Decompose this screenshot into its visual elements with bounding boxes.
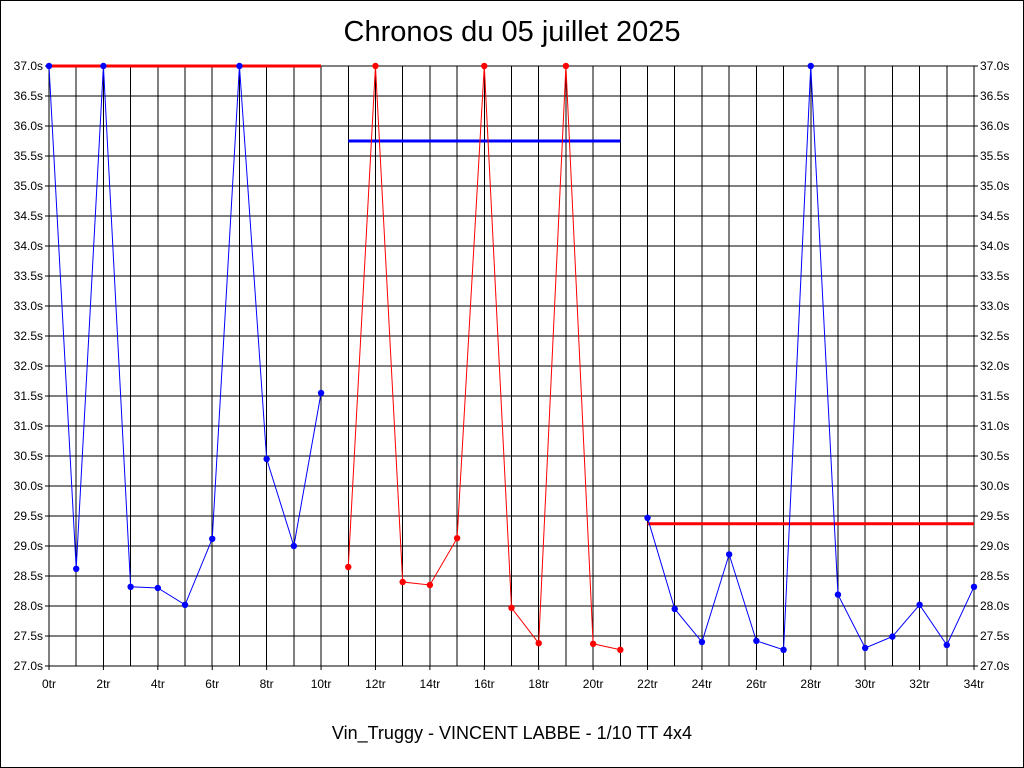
y-tick-label-left: 36.0s: [14, 119, 43, 133]
y-tick-label-left: 34.0s: [14, 239, 43, 253]
data-point: [345, 563, 352, 571]
y-tick-label-right: 31.5s: [980, 389, 1009, 403]
data-point: [181, 601, 189, 608]
y-tick-label-right: 33.0s: [980, 299, 1009, 313]
x-tick-label: 2tr: [96, 677, 110, 691]
data-point: [698, 638, 706, 646]
data-point: [399, 578, 406, 586]
y-tick-label-left: 35.0s: [14, 179, 43, 193]
data-point: [943, 641, 950, 649]
y-tick-label-left: 33.0s: [14, 299, 43, 313]
y-tick-label-left: 33.5s: [14, 269, 43, 283]
data-point: [209, 535, 216, 542]
data-point: [889, 633, 896, 640]
data-point: [290, 542, 298, 550]
data-point: [780, 646, 787, 653]
data-point: [453, 535, 461, 542]
data-point: [753, 637, 760, 644]
y-tick-label-left: 31.0s: [14, 419, 43, 433]
x-tick-label: 24tr: [692, 677, 713, 691]
x-tick-label: 18tr: [528, 677, 549, 691]
chart-footer: Vin_Truggy - VINCENT LABBE - 1/10 TT 4x4: [331, 723, 693, 743]
data-point: [73, 565, 80, 572]
y-tick-label-right: 32.0s: [980, 359, 1009, 373]
data-point: [916, 601, 923, 608]
data-point: [535, 640, 542, 647]
data-point: [671, 605, 678, 613]
x-tick-label: 4tr: [151, 677, 165, 691]
y-tick-label-right: 28.0s: [980, 599, 1009, 613]
y-tick-label-right: 37.0s: [980, 59, 1009, 73]
data-point: [562, 62, 570, 70]
data-point: [861, 644, 869, 652]
y-tick-label-right: 36.5s: [980, 89, 1009, 103]
x-tick-label: 30tr: [855, 677, 876, 691]
y-tick-label-left: 31.5s: [14, 389, 43, 403]
data-point: [481, 62, 488, 70]
x-tick-label: 34tr: [964, 677, 985, 691]
x-tick-label: 22tr: [637, 677, 658, 691]
y-tick-label-left: 32.5s: [14, 329, 43, 343]
y-tick-label-left: 29.0s: [14, 539, 43, 553]
y-tick-label-right: 34.5s: [980, 209, 1009, 223]
x-tick-label: 32tr: [909, 677, 930, 691]
data-point: [236, 62, 243, 70]
y-tick-label-left: 28.0s: [14, 599, 43, 613]
x-tick-label: 14tr: [420, 677, 441, 691]
y-tick-label-right: 29.5s: [980, 509, 1009, 523]
data-point: [372, 62, 379, 70]
x-tick-label: 8tr: [260, 677, 274, 691]
data-point: [834, 591, 842, 598]
data-point: [508, 604, 515, 611]
data-point: [100, 62, 107, 70]
data-point: [127, 583, 134, 590]
y-tick-label-right: 35.5s: [980, 149, 1009, 163]
data-point: [644, 514, 651, 521]
x-tick-label: 12tr: [365, 677, 386, 691]
data-point: [317, 389, 325, 397]
y-tick-label-left: 29.5s: [14, 509, 43, 523]
y-tick-label-right: 30.0s: [980, 479, 1009, 493]
y-tick-label-right: 36.0s: [980, 119, 1009, 133]
y-tick-label-left: 28.5s: [14, 569, 43, 583]
y-tick-label-left: 30.0s: [14, 479, 43, 493]
y-tick-label-left: 36.5s: [14, 89, 43, 103]
y-tick-label-right: 34.0s: [980, 239, 1009, 253]
y-tick-label-right: 35.0s: [980, 179, 1009, 193]
y-tick-label-left: 32.0s: [14, 359, 43, 373]
x-tick-label: 20tr: [583, 677, 604, 691]
data-point: [263, 455, 270, 463]
y-tick-label-right: 31.0s: [980, 419, 1009, 433]
y-tick-label-right: 33.5s: [980, 269, 1009, 283]
y-tick-label-right: 29.0s: [980, 539, 1009, 553]
y-tick-label-right: 27.0s: [980, 659, 1009, 673]
data-point: [589, 640, 597, 647]
y-tick-label-right: 28.5s: [980, 569, 1009, 583]
data-point: [807, 62, 814, 70]
chart-title: Chronos du 05 juillet 2025: [343, 16, 681, 48]
data-point: [725, 551, 733, 558]
x-tick-label: 26tr: [746, 677, 767, 691]
data-point: [154, 584, 162, 592]
y-tick-label-right: 27.5s: [980, 629, 1009, 643]
x-tick-label: 28tr: [800, 677, 821, 691]
y-tick-label-left: 27.5s: [14, 629, 43, 643]
data-point: [617, 646, 624, 653]
data-point: [45, 62, 53, 70]
data-point: [970, 583, 978, 590]
x-tick-label: 6tr: [205, 677, 219, 691]
y-tick-label-left: 35.5s: [14, 149, 43, 163]
x-tick-label: 0tr: [42, 677, 56, 691]
x-tick-label: 16tr: [474, 677, 495, 691]
y-tick-label-right: 32.5s: [980, 329, 1009, 343]
x-tick-label: 10tr: [311, 677, 332, 691]
y-tick-label-left: 37.0s: [14, 59, 43, 73]
y-tick-label-right: 30.5s: [980, 449, 1009, 463]
y-tick-label-left: 34.5s: [14, 209, 43, 223]
data-point: [426, 581, 434, 589]
y-tick-label-left: 30.5s: [14, 449, 43, 463]
y-tick-label-left: 27.0s: [14, 659, 43, 673]
